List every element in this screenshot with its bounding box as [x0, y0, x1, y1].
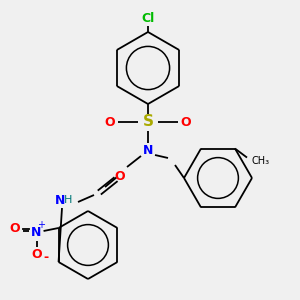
Text: O: O	[31, 248, 42, 262]
Text: +: +	[37, 220, 45, 230]
Text: CH₃: CH₃	[251, 156, 269, 166]
Text: N: N	[32, 226, 42, 239]
Text: O: O	[115, 169, 125, 182]
Text: N: N	[55, 194, 65, 206]
Text: O: O	[181, 116, 191, 128]
Text: -: -	[43, 250, 48, 263]
Text: O: O	[9, 223, 20, 236]
Text: O: O	[105, 116, 115, 128]
Text: Cl: Cl	[141, 11, 154, 25]
Text: H: H	[64, 195, 72, 205]
Text: S: S	[142, 115, 154, 130]
Text: N: N	[143, 143, 153, 157]
